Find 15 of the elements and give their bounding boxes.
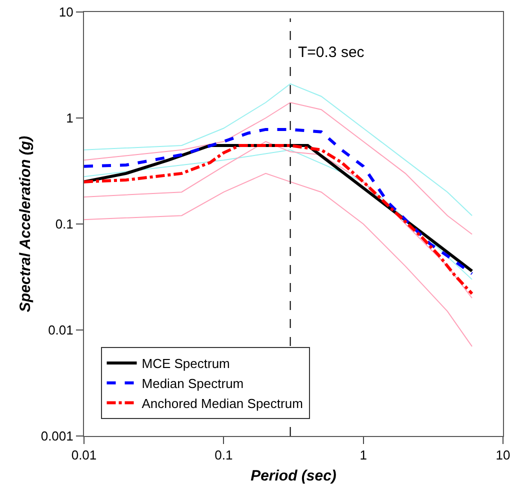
y-tick-label: 0.1 xyxy=(55,216,74,232)
x-tick-label: 1 xyxy=(360,448,367,463)
y-tick-label: 10 xyxy=(58,4,74,20)
legend-label: Anchored Median Spectrum xyxy=(142,396,303,411)
ref-line-label: T=0.3 sec xyxy=(298,44,365,61)
x-tick-label: 0.01 xyxy=(71,448,97,463)
x-axis-title: Period (sec) xyxy=(250,468,336,485)
y-tick-label: 0.001 xyxy=(40,428,74,444)
y-axis-title: Spectral Acceleration (g) xyxy=(17,136,34,312)
y-tick-label: 1 xyxy=(66,110,74,126)
y-tick-label: 0.01 xyxy=(48,322,74,338)
x-tick-label: 10 xyxy=(496,448,510,463)
x-tick-label: 0.1 xyxy=(214,448,233,463)
legend-label: MCE Spectrum xyxy=(142,356,230,372)
legend-label: Median Spectrum xyxy=(142,376,244,391)
